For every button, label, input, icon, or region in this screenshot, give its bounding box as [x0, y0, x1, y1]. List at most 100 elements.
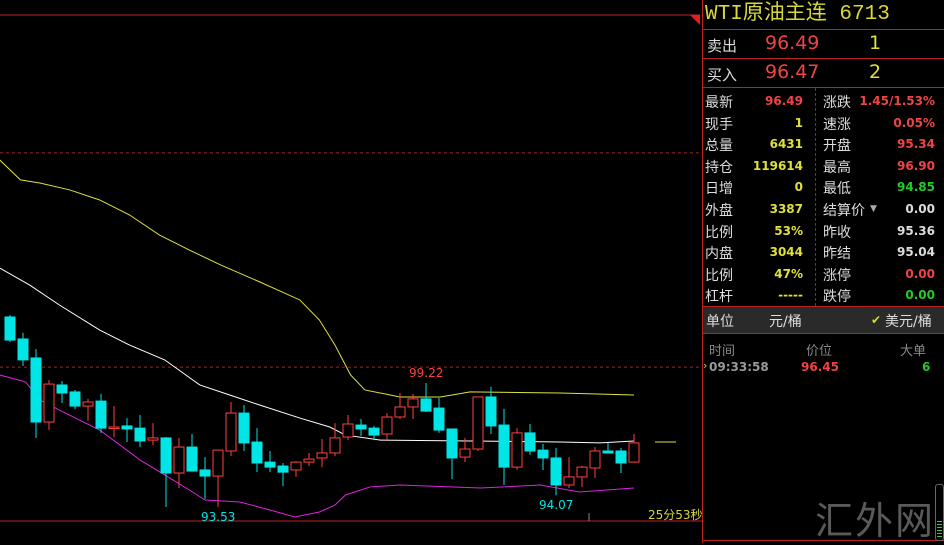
countdown-timer: 25分53秒 — [648, 508, 702, 522]
moving-average-line — [0, 374, 635, 518]
stat-label: 内盘 — [705, 246, 733, 263]
candle-body — [95, 400, 107, 429]
stat-value: 96.90 — [897, 158, 935, 173]
candle — [576, 466, 588, 487]
candle-body — [394, 406, 406, 418]
candle — [329, 423, 341, 456]
grid-divider — [815, 88, 816, 306]
dropdown-caret-icon[interactable]: ▼ — [870, 204, 877, 214]
candle-body — [446, 428, 458, 459]
candle-body — [498, 424, 510, 468]
candle-body — [433, 407, 445, 431]
candle — [524, 423, 536, 455]
tick-list: 时间 价位 大单 › 09:33:58 96.45 6 — [703, 334, 944, 534]
price-annotation: 93.53 — [201, 510, 235, 524]
candle — [316, 439, 328, 468]
unit-label: 单位 — [706, 314, 734, 330]
stat-label: 结算价 — [823, 203, 865, 219]
candle — [147, 423, 159, 446]
unit-option-cny[interactable]: 元/桶 — [769, 314, 802, 330]
tick-time: 09:33:58 — [709, 360, 769, 374]
candle-body — [407, 398, 419, 408]
candle-body — [199, 469, 211, 477]
stat-label: 现手 — [705, 116, 733, 133]
candle-body — [628, 442, 640, 463]
stat-label: 持仓 — [705, 159, 733, 176]
candle — [160, 437, 172, 507]
stat-label: 跌停 — [823, 289, 851, 306]
candle-body — [82, 401, 94, 407]
candle — [69, 389, 81, 409]
candle-body — [342, 423, 354, 438]
stat-value: 3044 — [769, 245, 803, 260]
panel-bottom-border — [703, 540, 944, 541]
stat-value: 3387 — [769, 202, 803, 216]
candle-body — [355, 424, 367, 430]
candle-body — [524, 432, 536, 452]
tick-price: 96.45 — [801, 360, 839, 374]
stat-label: 涨停 — [823, 267, 851, 284]
candle — [394, 393, 406, 419]
candle — [82, 398, 94, 421]
candle — [511, 428, 523, 470]
candle-body — [121, 425, 133, 430]
candle-body — [251, 441, 263, 464]
candle-body — [290, 461, 302, 471]
moving-average-line — [0, 267, 635, 444]
stat-row: 比例 53% 昨收 95.36 — [703, 220, 943, 242]
quote-panel: WTI原油主连 6713 卖出 96.49 1 买入 96.47 2 最新 96… — [702, 0, 944, 543]
candle — [186, 433, 198, 472]
candle — [355, 418, 367, 436]
candle — [199, 457, 211, 499]
candlestick-chart[interactable]: 99.22 93.53 94.07 25分53秒 — [0, 0, 702, 543]
scrollbar[interactable] — [935, 484, 944, 541]
stat-value: 0.00 — [905, 266, 935, 281]
candle — [433, 398, 445, 433]
candle — [615, 447, 627, 473]
stat-value: 119614 — [752, 158, 803, 173]
candle-body — [160, 437, 172, 474]
stat-label: 最高 — [823, 159, 851, 176]
unit-option-usd[interactable]: 美元/桶 — [885, 314, 932, 330]
stat-label: 最新 — [705, 95, 733, 111]
candle — [602, 442, 614, 454]
candle-body — [576, 466, 588, 478]
stat-label: 总量 — [705, 138, 733, 155]
row-pointer-icon: › — [703, 359, 708, 372]
col-price: 价位 — [806, 344, 833, 359]
candle-body — [17, 338, 29, 361]
candle — [56, 381, 68, 404]
stat-value: 95.36 — [897, 223, 935, 238]
candle — [563, 457, 575, 489]
ask-row[interactable]: 卖出 96.49 1 — [703, 30, 944, 59]
watermark: 汇外网 — [815, 499, 936, 543]
candle — [212, 449, 224, 507]
stat-value: 53% — [774, 223, 803, 238]
bid-row[interactable]: 买入 96.47 2 — [703, 59, 944, 88]
stat-value: 95.04 — [897, 245, 935, 260]
candle — [459, 437, 471, 463]
candle — [589, 447, 601, 479]
candle — [420, 383, 432, 412]
candle — [537, 444, 549, 470]
candle-body — [537, 449, 549, 459]
stat-value: 96.49 — [765, 94, 803, 108]
candle — [108, 406, 120, 438]
stat-label: 外盘 — [705, 203, 733, 219]
candle — [173, 437, 185, 489]
bid-qty: 2 — [869, 61, 882, 83]
stat-row: 总量 6431 开盘 95.34 — [703, 133, 943, 155]
stat-label: 速涨 — [823, 116, 851, 133]
stat-row: 外盘 3387 结算价 ▼ 0.00 — [703, 198, 943, 220]
col-time: 时间 — [709, 344, 736, 359]
candle — [264, 450, 276, 473]
stat-value: 95.34 — [897, 137, 935, 152]
candle-body — [615, 450, 627, 464]
candle — [4, 315, 16, 343]
candle-body — [212, 449, 224, 477]
candle — [43, 379, 55, 431]
stat-label: 昨结 — [823, 246, 851, 263]
stat-row: 杠杆 ----- 跌停 0.00 — [703, 284, 943, 306]
unit-selector: 单位 元/桶 ✔ 美元/桶 — [703, 307, 944, 334]
candle-body — [173, 446, 185, 474]
